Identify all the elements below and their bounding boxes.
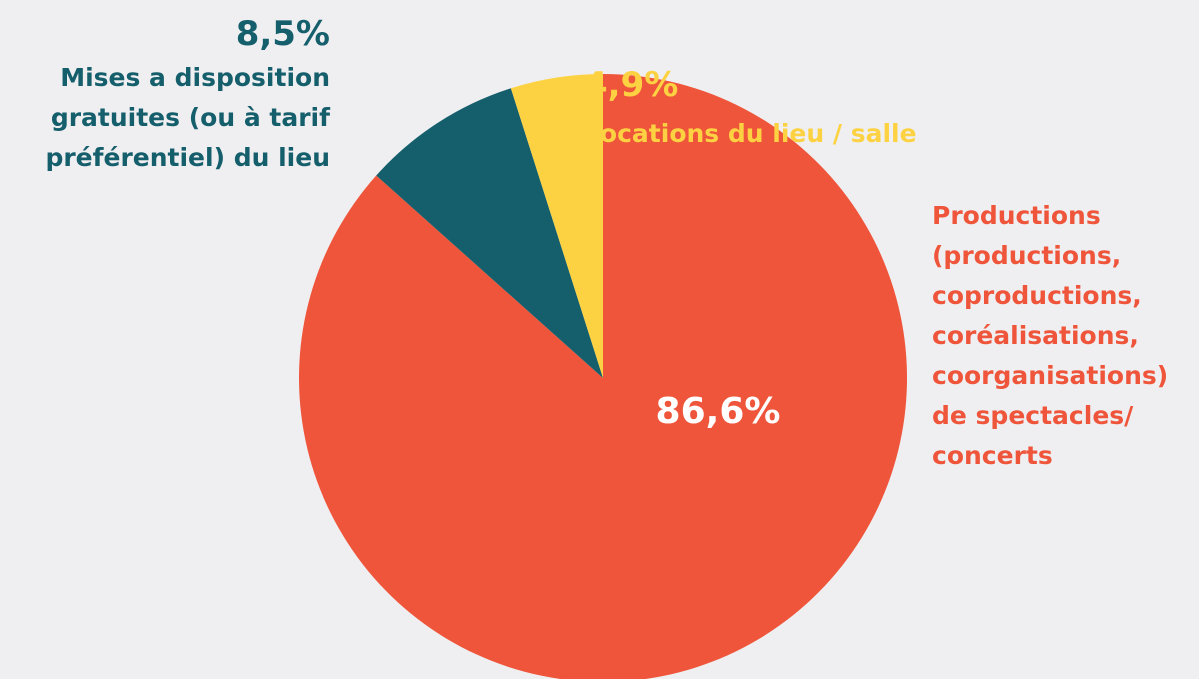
pie-slice: [510, 74, 603, 378]
pie-slice: [299, 74, 907, 679]
category-label: Mises a disposition gratuites (ou à tari…: [45, 63, 330, 172]
value-label: 86,6%: [655, 391, 781, 432]
value-label: 4,9%: [584, 65, 679, 105]
category-label: Locations du lieu / salle: [584, 119, 917, 148]
category-label: Productions (productions, coproductions,…: [932, 201, 1169, 470]
pie-slice: [376, 88, 603, 378]
value-label: 8,5%: [235, 14, 330, 54]
legend-line: 4,9% Locations du lieu / salle: [584, 16, 1199, 157]
